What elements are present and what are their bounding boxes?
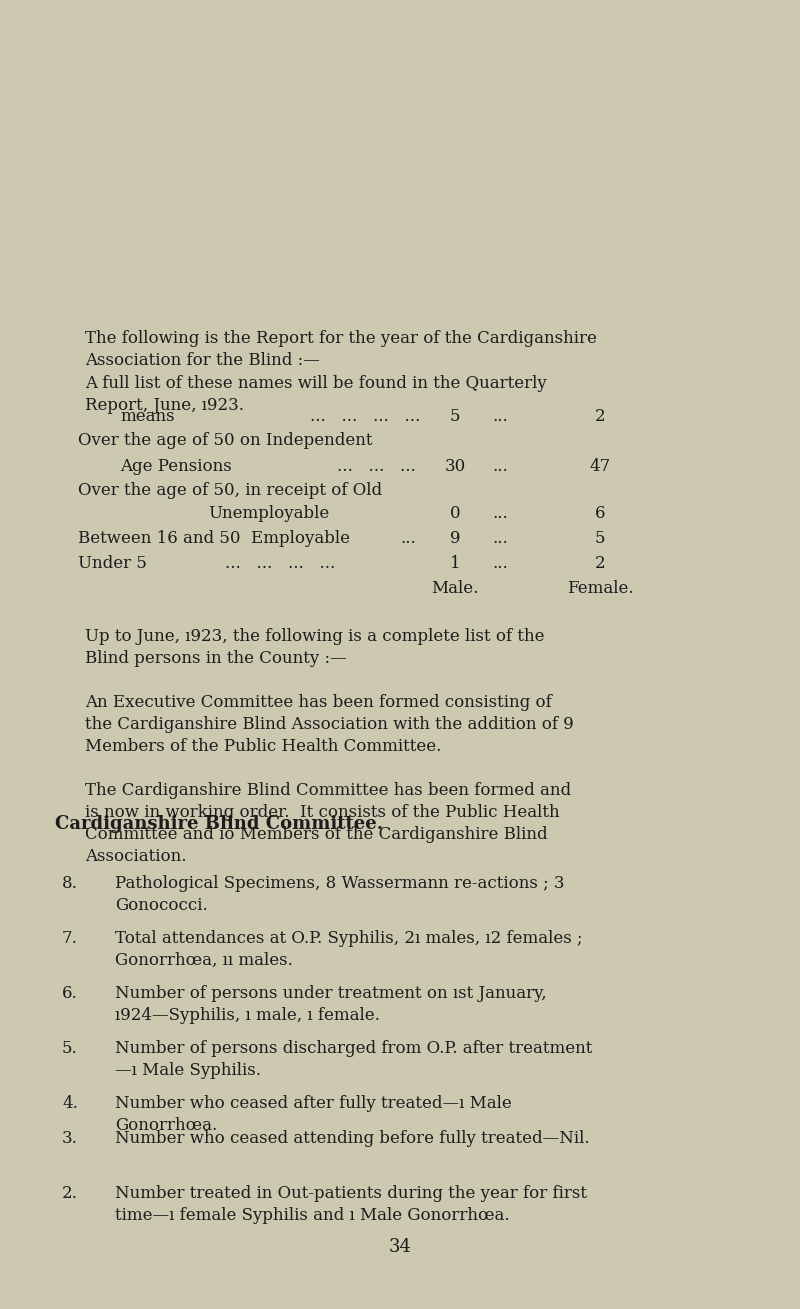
Text: Between 16 and 50  Employable: Between 16 and 50 Employable	[78, 530, 350, 547]
Text: Number who ceased after fully treated—ı Male: Number who ceased after fully treated—ı …	[115, 1096, 512, 1113]
Text: 30: 30	[444, 458, 466, 475]
Text: ...: ...	[400, 530, 416, 547]
Text: Members of the Public Health Committee.: Members of the Public Health Committee.	[85, 738, 442, 755]
Text: A full list of these names will be found in the Quarterly: A full list of these names will be found…	[85, 374, 546, 391]
Text: Pathological Specimens, 8 Wassermann re-actions ; 3: Pathological Specimens, 8 Wassermann re-…	[115, 874, 565, 891]
Text: Gonorrhœa.: Gonorrhœa.	[115, 1117, 218, 1134]
Text: 4.: 4.	[62, 1096, 78, 1113]
Text: ...: ...	[492, 458, 508, 475]
Text: ...: ...	[492, 555, 508, 572]
Text: 5: 5	[450, 408, 460, 425]
Text: ...   ...   ...   ...: ... ... ... ...	[310, 408, 420, 425]
Text: ...   ...   ...: ... ... ...	[337, 458, 416, 475]
Text: —ı Male Syphilis.: —ı Male Syphilis.	[115, 1062, 261, 1079]
Text: Committee and ıo Members of the Cardiganshire Blind: Committee and ıo Members of the Cardigan…	[85, 826, 548, 843]
Text: Number of persons under treatment on ıst January,: Number of persons under treatment on ıst…	[115, 984, 546, 1001]
Text: 7.: 7.	[62, 929, 78, 946]
Text: Age Pensions: Age Pensions	[120, 458, 232, 475]
Text: Number who ceased attending before fully treated—Nil.: Number who ceased attending before fully…	[115, 1130, 590, 1147]
Text: Male.: Male.	[431, 580, 478, 597]
Text: ...: ...	[492, 408, 508, 425]
Text: Blind persons in the County :—: Blind persons in the County :—	[85, 651, 346, 668]
Text: Gonococci.: Gonococci.	[115, 897, 208, 914]
Text: Number of persons discharged from O.P. after treatment: Number of persons discharged from O.P. a…	[115, 1039, 592, 1056]
Text: An Executive Committee has been formed consisting of: An Executive Committee has been formed c…	[85, 694, 552, 711]
Text: ...: ...	[492, 530, 508, 547]
Text: is now in working order.  It consists of the Public Health: is now in working order. It consists of …	[85, 804, 560, 821]
Text: ı924—Syphilis, ı male, ı female.: ı924—Syphilis, ı male, ı female.	[115, 1007, 380, 1024]
Text: 5.: 5.	[62, 1039, 78, 1056]
Text: Gonorrhœa, ıı males.: Gonorrhœa, ıı males.	[115, 952, 293, 969]
Text: Over the age of 50 on Independent: Over the age of 50 on Independent	[78, 432, 373, 449]
Text: Under 5: Under 5	[78, 555, 147, 572]
Text: 6.: 6.	[62, 984, 78, 1001]
Text: Association for the Blind :—: Association for the Blind :—	[85, 352, 320, 369]
Text: means: means	[120, 408, 174, 425]
Text: 1: 1	[450, 555, 460, 572]
Text: 34: 34	[389, 1238, 411, 1257]
Text: ...: ...	[492, 505, 508, 522]
Text: The Cardiganshire Blind Committee has been formed and: The Cardiganshire Blind Committee has be…	[85, 781, 571, 798]
Text: 47: 47	[590, 458, 610, 475]
Text: 0: 0	[450, 505, 460, 522]
Text: Total attendances at O.P. Syphilis, 2ı males, ı2 females ;: Total attendances at O.P. Syphilis, 2ı m…	[115, 929, 582, 946]
Text: ...   ...   ...   ...: ... ... ... ...	[225, 555, 335, 572]
Text: Up to June, ı923, the following is a complete list of the: Up to June, ı923, the following is a com…	[85, 628, 545, 645]
Text: Association.: Association.	[85, 848, 186, 865]
Text: 8.: 8.	[62, 874, 78, 891]
Text: time—ı female Syphilis and ı Male Gonorrhœa.: time—ı female Syphilis and ı Male Gonorr…	[115, 1207, 510, 1224]
Text: 6: 6	[594, 505, 606, 522]
Text: Over the age of 50, in receipt of Old: Over the age of 50, in receipt of Old	[78, 482, 382, 499]
Text: 9: 9	[450, 530, 460, 547]
Text: Number treated in Out-patients during the year for first: Number treated in Out-patients during th…	[115, 1185, 587, 1202]
Text: 5: 5	[594, 530, 606, 547]
Text: Report, June, ı923.: Report, June, ı923.	[85, 397, 244, 414]
Text: 3.: 3.	[62, 1130, 78, 1147]
Text: 2: 2	[594, 555, 606, 572]
Text: 2.: 2.	[62, 1185, 78, 1202]
Text: the Cardiganshire Blind Association with the addition of 9: the Cardiganshire Blind Association with…	[85, 716, 574, 733]
Text: Female.: Female.	[566, 580, 634, 597]
Text: The following is the Report for the year of the Cardiganshire: The following is the Report for the year…	[85, 330, 597, 347]
Text: Unemployable: Unemployable	[208, 505, 330, 522]
Text: Cardiganshire Blind Committee.: Cardiganshire Blind Committee.	[55, 816, 383, 833]
Text: 2: 2	[594, 408, 606, 425]
